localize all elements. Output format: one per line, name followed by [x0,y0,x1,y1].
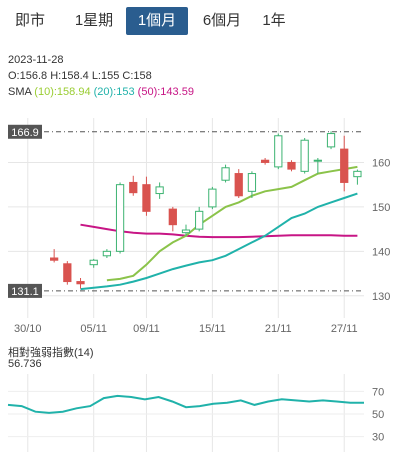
candle-body [274,135,283,168]
candle-body [102,250,112,257]
candle-body [63,263,72,283]
sma20-line [80,192,358,291]
close-label: C: [122,70,134,82]
candle-body [326,133,336,148]
price-marker-label: 166.9 [11,127,39,139]
tab-6-months[interactable]: 6個月 [202,12,242,29]
sma50-line [80,223,358,239]
price-tick-label: 150 [372,202,390,214]
price-tick-label: 160 [372,157,390,169]
rsi-value: 56.736 [8,358,42,370]
rsi-line [7,394,364,414]
candle-body [247,173,257,192]
sma50-value: (50):143.59 [137,86,194,98]
low-value: 155 [101,70,120,82]
candle-body [300,139,309,172]
tab-1-week[interactable]: 1星期 [74,12,114,29]
price-tick-label: 140 [372,246,390,258]
candle-body [353,170,362,178]
high-value: 158.4 [61,70,89,82]
tab-1-year[interactable]: 1年 [262,12,286,29]
x-tick-label: 09/11 [133,323,160,335]
low-label: L: [91,70,101,82]
candle-body [115,184,125,252]
x-tick-label: 05/11 [80,323,107,335]
candle-body [155,186,164,195]
rsi-label: 相對強弱指數 [8,347,74,359]
candle-body [181,229,191,234]
candle-body [221,167,230,181]
quote-date: 2023-11-28 [8,54,64,66]
candle-body [234,173,243,197]
price-marker-box [8,283,42,298]
rsi-tick-label: 30 [372,432,384,444]
x-tick-label: 15/11 [199,323,226,335]
price-tick-label: 130 [372,291,390,303]
x-tick-label: 27/11 [331,323,358,335]
period-tabs: 即市 1星期 1個月 6個月 1年 [0,0,414,44]
candle-body [168,208,177,226]
open-value: 156.8 [19,70,48,82]
candle-body [129,181,138,194]
rsi-title: 相對強弱指數(14) [8,344,94,360]
candle-body [50,257,59,261]
price-marker-box [8,124,42,139]
candle-body [195,210,204,230]
candle-body [313,159,322,162]
candle-body [142,184,151,212]
rsi-tick-label: 50 [372,409,384,421]
tab-1-month[interactable]: 1個月 [126,7,188,35]
price-marker-label: 131.1 [11,286,39,298]
candle-body [260,159,270,163]
sma-label: SMA [8,86,32,98]
close-value: 158 [133,70,152,82]
rsi-period: (14) [74,347,94,359]
rsi-tick-label: 70 [372,386,384,398]
candle-body [76,281,85,285]
sma-line: SMA (10):158.94 (20):153 (50):143.59 [8,86,194,98]
sma10-value: (10):158.94 [34,86,91,98]
candle-body [340,148,349,183]
tab-intraday[interactable]: 即市 [14,12,45,29]
high-label: H: [50,70,62,82]
sma20-value: (20):153 [93,86,135,98]
sma10-line [106,165,358,282]
open-label: O: [8,70,20,82]
candle-body [208,188,217,208]
candle-body [89,259,98,266]
candle-body [287,161,296,170]
x-tick-label: 30/10 [14,323,42,335]
x-tick-label: 21/11 [265,323,292,335]
ohlc-line: O:156.8 H:158.4 L:155 C:158 [8,70,152,82]
